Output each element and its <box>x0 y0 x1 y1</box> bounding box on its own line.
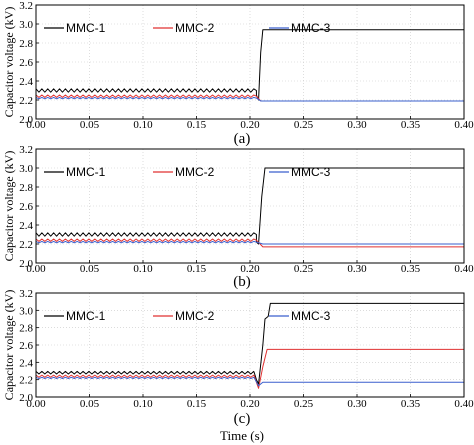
series-line-mmc-2 <box>35 238 464 248</box>
y-tick-label: 2.6 <box>19 57 33 69</box>
x-tick-label: 0.15 <box>187 263 207 275</box>
series-line-mmc-3 <box>35 96 464 102</box>
legend-label-mmc-1: MMC-1 <box>66 21 106 35</box>
x-tick-label: 0.30 <box>347 119 367 131</box>
series-line-mmc-2 <box>35 348 464 389</box>
y-tick-label: 2.4 <box>19 357 33 369</box>
x-tick-label: 0.05 <box>80 398 100 410</box>
y-tick-label: 2.2 <box>19 375 33 387</box>
y-tick-label: 3.2 <box>19 288 33 300</box>
y-tick-label: 2.4 <box>19 76 33 88</box>
y-axis-label: Capacitor voltage (kV) <box>2 7 16 118</box>
y-tick-label: 2.0 <box>19 258 33 270</box>
x-tick-label: 0.35 <box>401 263 421 275</box>
x-tick-label: 0.40 <box>454 119 474 131</box>
x-tick-label: 0.10 <box>133 119 153 131</box>
plot-frame <box>35 148 465 264</box>
y-tick-label: 2.6 <box>19 340 33 352</box>
legend-label-mmc-3: MMC-3 <box>291 165 331 179</box>
y-tick-label: 3.2 <box>19 144 33 156</box>
x-tick-label: 0.30 <box>347 398 367 410</box>
y-tick-label: 2.0 <box>19 392 33 404</box>
y-axis-label: Capacitor voltage (kV) <box>2 290 16 401</box>
legend-label-mmc-2: MMC-2 <box>175 165 215 179</box>
panel-1: 0.00 0.05 0.10 0.15 0.20 0.25 0.30 0.35 0.40 2.0 2… <box>2 0 474 147</box>
x-tick-label: 0.40 <box>454 263 474 275</box>
y-tick-label: 3.0 <box>19 19 33 31</box>
x-tick-label: 0.15 <box>187 119 207 131</box>
legend-label-mmc-2: MMC-2 <box>175 21 215 35</box>
x-tick-label: 0.20 <box>240 263 260 275</box>
panel-2: 0.00 0.05 0.10 0.15 0.20 0.25 0.30 0.35 0.40 2.0 2… <box>2 144 474 290</box>
x-tick-label: 0.35 <box>401 398 421 410</box>
panel-label: (c) <box>234 411 251 427</box>
series-line-mmc-2 <box>35 94 464 102</box>
plot-frame <box>35 4 465 120</box>
y-tick-label: 3.0 <box>19 163 33 175</box>
y-tick-label: 3.0 <box>19 305 33 317</box>
y-tick-label: 2.8 <box>19 38 33 50</box>
x-tick-label: 0.25 <box>294 119 314 131</box>
x-tick-label: 0.00 <box>26 263 46 275</box>
x-tick-label: 0.10 <box>133 398 153 410</box>
x-tick-label: 0.25 <box>294 263 314 275</box>
x-tick-label: 0.05 <box>80 263 100 275</box>
x-tick-label: 0.30 <box>347 263 367 275</box>
y-tick-label: 2.2 <box>19 239 33 251</box>
x-tick-label: 0.05 <box>80 119 100 131</box>
legend-label-mmc-3: MMC-3 <box>291 21 331 35</box>
x-tick-label: 0.20 <box>240 119 260 131</box>
x-tick-label: 0.35 <box>401 119 421 131</box>
x-tick-label: 0.00 <box>26 398 46 410</box>
y-tick-label: 2.8 <box>19 323 33 335</box>
series-line-mmc-1 <box>35 167 464 245</box>
legend-label-mmc-3: MMC-3 <box>291 309 331 323</box>
x-axis-label: Time (s) <box>220 428 264 443</box>
y-tick-label: 2.8 <box>19 182 33 194</box>
y-tick-label: 2.0 <box>19 114 33 126</box>
y-tick-label: 2.6 <box>19 201 33 213</box>
series-line-mmc-3 <box>35 240 464 245</box>
legend-label-mmc-2: MMC-2 <box>175 309 215 323</box>
x-tick-label: 0.00 <box>26 119 46 131</box>
y-tick-label: 3.2 <box>19 0 33 12</box>
legend-label-mmc-1: MMC-1 <box>66 165 106 179</box>
panel-3: 0.00 0.05 0.10 0.15 0.20 0.25 0.30 0.35 0.40 2.0 2… <box>2 288 474 427</box>
x-tick-label: 0.40 <box>454 398 474 410</box>
legend-label-mmc-1: MMC-1 <box>66 309 106 323</box>
series-line-mmc-1 <box>35 29 464 101</box>
x-tick-label: 0.25 <box>294 398 314 410</box>
y-tick-label: 2.4 <box>19 220 33 232</box>
panel-label: (a) <box>234 131 251 147</box>
x-tick-label: 0.10 <box>133 263 153 275</box>
y-axis-label: Capacitor voltage (kV) <box>2 151 16 262</box>
x-tick-label: 0.20 <box>240 398 260 410</box>
series-line-mmc-1 <box>35 302 464 385</box>
y-tick-label: 2.2 <box>19 95 33 107</box>
plot-frame <box>35 292 465 398</box>
x-tick-label: 0.15 <box>187 398 207 410</box>
series-line-mmc-3 <box>35 376 464 387</box>
panel-label: (b) <box>233 274 251 290</box>
